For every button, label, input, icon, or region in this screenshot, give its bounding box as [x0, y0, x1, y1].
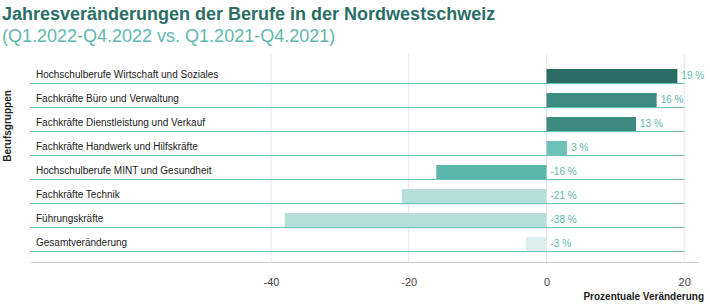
bars [285, 69, 678, 251]
category-label: Fachkräfte Technik [36, 189, 121, 200]
data-label: 3 % [571, 142, 588, 153]
row-line [30, 179, 684, 180]
data-label: -16 % [550, 166, 576, 177]
grid-line [684, 54, 685, 262]
title: Jahresveränderungen der Berufe in der No… [2, 4, 495, 24]
category-label: Hochschulberufe MINT und Gesundheit [36, 165, 212, 176]
bar [436, 165, 546, 179]
bar [285, 213, 547, 227]
data-labels: 19 % 16 % 13 % 3 % -16 % -21 % -38 % -3 % [550, 70, 704, 249]
bar [546, 141, 567, 155]
data-label: 19 % [681, 70, 704, 81]
x-axis-line [31, 262, 699, 263]
data-label: 16 % [661, 94, 684, 105]
x-axis-title: Prozentuale Veränderung [583, 291, 704, 302]
row-line [30, 83, 684, 84]
grid [271, 54, 684, 262]
row-line [30, 155, 684, 156]
bar [526, 237, 547, 251]
data-label: 13 % [640, 118, 663, 129]
data-label: -3 % [550, 238, 571, 249]
x-tick: -40 [264, 262, 280, 288]
x-tick: 20 [679, 262, 691, 288]
x-tick-label: 0 [544, 276, 550, 288]
chart: Jahresveränderungen der Berufe in der No… [0, 0, 710, 306]
row-line [30, 203, 684, 204]
x-tick-label: -20 [401, 276, 417, 288]
row-line [30, 227, 684, 228]
category-label: Fachkräfte Handwerk und Hilfskräfte [36, 141, 198, 152]
x-tick: 0 [544, 262, 550, 288]
data-label: -38 % [550, 214, 576, 225]
grid-line [546, 54, 547, 262]
bar [546, 93, 656, 107]
category-label: Fachkräfte Dienstleistung und Verkauf [36, 117, 205, 128]
category-label: Führungskräfte [36, 213, 104, 224]
category-label: Hochschulberufe Wirtschaft und Soziales [36, 69, 218, 80]
y-axis-title: Berufsgruppen [2, 90, 13, 162]
row-lines [30, 84, 684, 252]
subtitle: (Q1.2022-Q4.2022 vs. Q1.2021-Q4.2021) [2, 26, 335, 46]
category-labels: Hochschulberufe Wirtschaft und Soziales F… [36, 69, 218, 248]
category-label: Fachkräfte Büro und Verwaltung [36, 93, 179, 104]
row-line [30, 131, 684, 132]
x-axis: -40 -20 0 20 [31, 262, 699, 288]
bar [402, 189, 547, 203]
row-line [30, 107, 684, 108]
grid-line [271, 54, 272, 262]
data-label: -21 % [550, 190, 576, 201]
bar [546, 69, 677, 83]
x-tick-label: -40 [264, 276, 280, 288]
grid-line [408, 54, 409, 262]
bar [546, 117, 636, 131]
x-tick: -20 [401, 262, 417, 288]
category-label: Gesamtveränderung [36, 237, 127, 248]
x-tick-label: 20 [679, 276, 691, 288]
row-line [30, 251, 684, 252]
